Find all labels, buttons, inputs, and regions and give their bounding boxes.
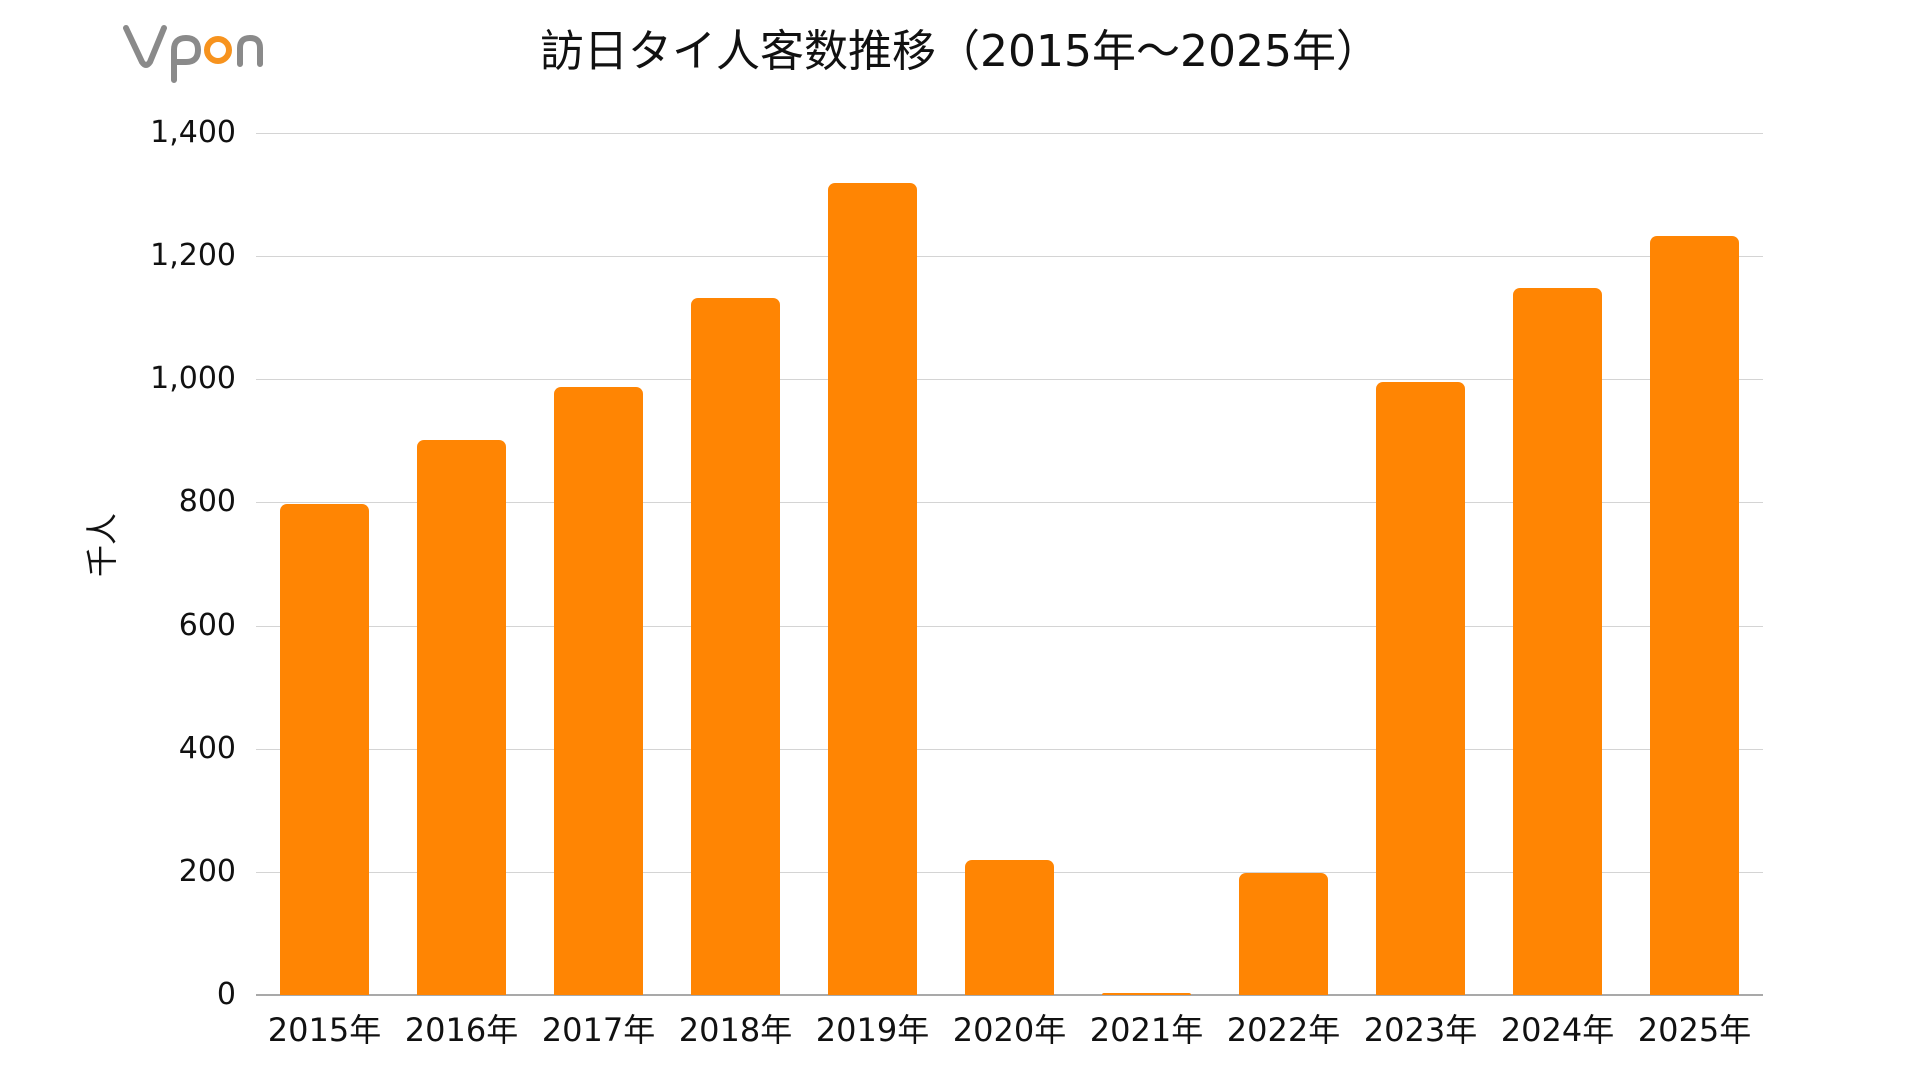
- bar-2020年: [965, 859, 1054, 995]
- y-tick-label: 1,200: [150, 238, 236, 274]
- bar-2022年: [1239, 873, 1328, 995]
- x-tick-label: 2021年: [1089, 1011, 1204, 1049]
- x-tick-label: 2018年: [678, 1011, 793, 1049]
- y-tick-label: 0: [216, 977, 236, 1012]
- x-tick-label: 2023年: [1363, 1011, 1478, 1049]
- bar-2025年: [1650, 235, 1739, 995]
- gridline: [256, 133, 1763, 134]
- x-tick-label: 2020年: [952, 1011, 1067, 1049]
- bar-2023年: [1376, 381, 1465, 995]
- gridline: [256, 502, 1763, 504]
- bar-2019年: [828, 182, 917, 995]
- y-tick-label: 400: [178, 730, 236, 766]
- gridline: [256, 379, 1763, 381]
- y-tick-label: 1,000: [150, 361, 236, 397]
- x-tick-label: 2025年: [1637, 1011, 1752, 1049]
- gridline: [256, 994, 1763, 996]
- bar-2018年: [691, 298, 780, 995]
- y-tick-label: 800: [178, 484, 236, 520]
- plot-area: [256, 133, 1763, 996]
- gridline: [256, 256, 1763, 258]
- bar-2024年: [1513, 287, 1602, 995]
- y-tick-label: 600: [178, 607, 236, 643]
- bar-2016年: [417, 439, 506, 995]
- x-tick-label: 2015年: [267, 1011, 382, 1049]
- x-tick-label: 2017年: [541, 1011, 656, 1049]
- gridline: [256, 625, 1763, 627]
- x-tick-label: 2022年: [1226, 1011, 1341, 1049]
- x-tick-label: 2019年: [815, 1011, 930, 1049]
- chart-title: 訪日タイ人客数推移（2015年～2025年）: [540, 26, 1380, 77]
- bar-2017年: [554, 387, 643, 995]
- gridline: [256, 748, 1763, 750]
- bar-2015年: [280, 504, 369, 995]
- y-tick-label: 200: [178, 853, 236, 889]
- y-axis-label: 千人: [83, 512, 121, 578]
- y-tick-label: 1,400: [150, 115, 236, 150]
- x-tick-label: 2024年: [1500, 1011, 1615, 1049]
- bar-2021年: [1102, 993, 1191, 995]
- vpon-logo: [122, 22, 272, 86]
- x-tick-label: 2016年: [404, 1011, 519, 1049]
